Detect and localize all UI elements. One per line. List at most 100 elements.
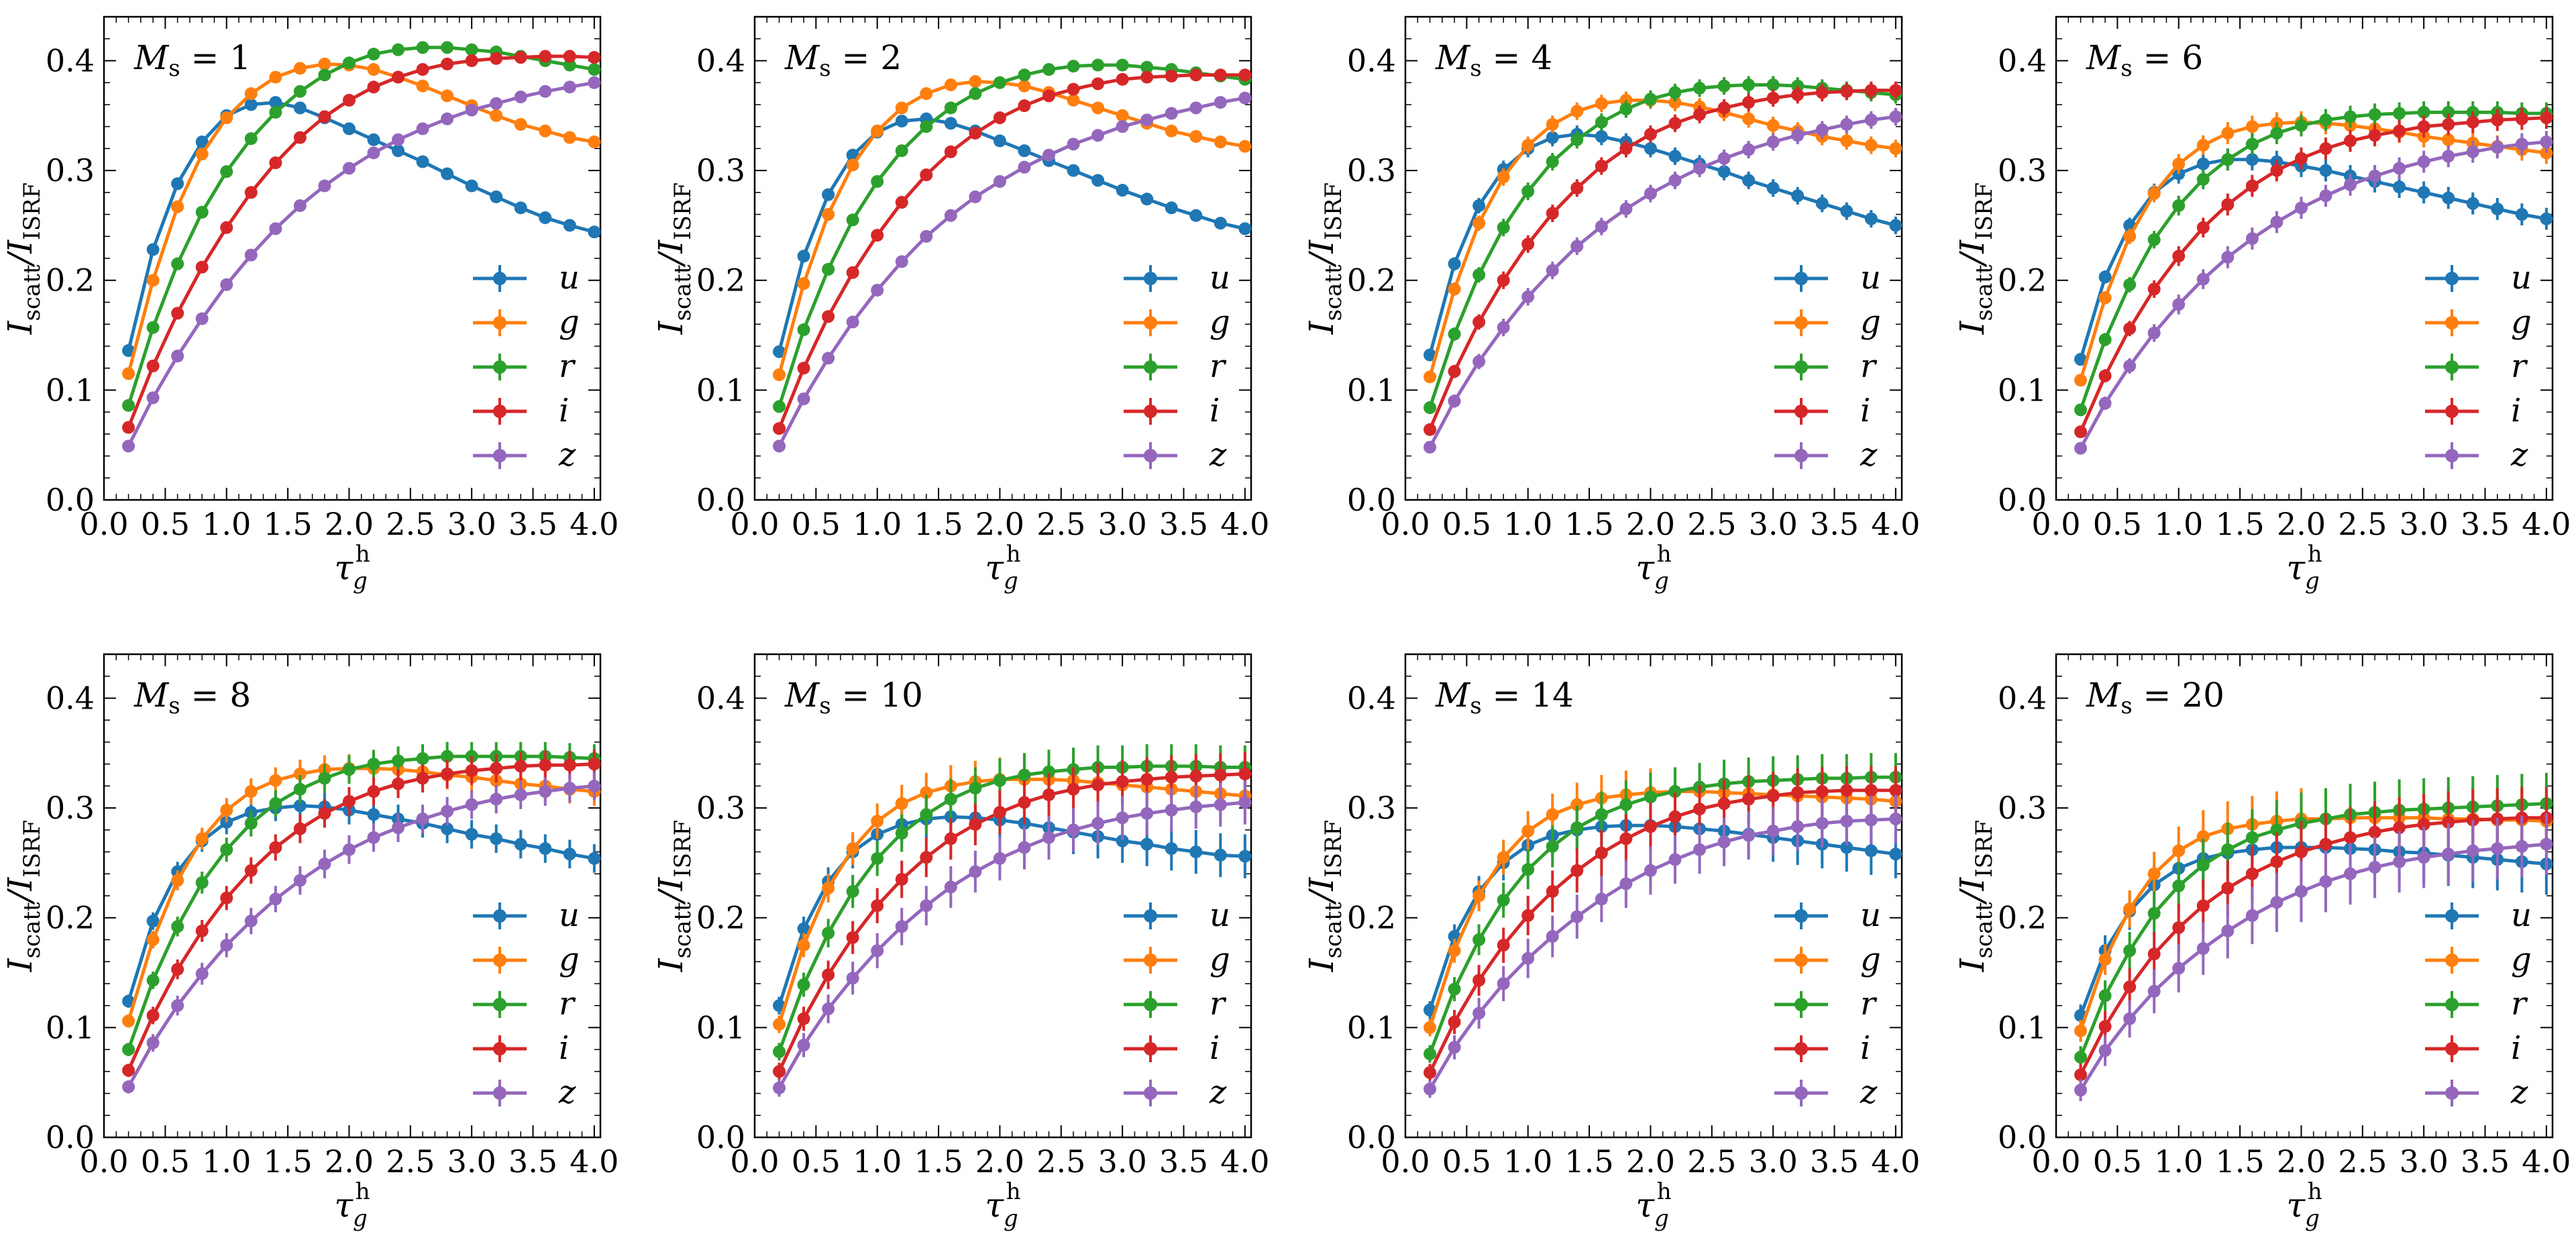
legend-marker-r xyxy=(493,998,506,1011)
legend-label-u: u xyxy=(1860,896,1881,934)
legend-marker-i xyxy=(1794,1042,1808,1055)
data-point-z xyxy=(1791,129,1805,142)
y-tick-label: 0.0 xyxy=(46,1119,95,1155)
data-point-i xyxy=(1889,784,1902,797)
data-point-r xyxy=(2368,108,2381,121)
data-point-z xyxy=(1619,202,1633,215)
y-tick-label: 0.1 xyxy=(1347,372,1396,408)
data-point-r xyxy=(2172,199,2186,212)
legend-label-g: g xyxy=(2511,303,2532,341)
y-tick-label: 0.2 xyxy=(1998,900,2047,936)
data-point-i xyxy=(1595,160,1608,173)
data-point-g xyxy=(122,367,136,380)
data-point-z xyxy=(1570,910,1584,923)
data-point-z xyxy=(1570,240,1584,253)
data-point-u xyxy=(2393,180,2406,194)
data-point-z xyxy=(195,967,209,980)
data-point-r xyxy=(2147,233,2161,246)
data-point-i xyxy=(146,359,160,372)
legend-marker-g xyxy=(1144,316,1157,329)
data-point-z xyxy=(2098,1044,2112,1058)
data-point-i xyxy=(2344,831,2357,844)
data-point-u xyxy=(171,177,184,191)
data-point-r xyxy=(1570,133,1584,146)
legend-label-z: z xyxy=(2510,1074,2528,1111)
data-point-i xyxy=(920,168,933,182)
data-point-z xyxy=(146,391,160,405)
data-point-i xyxy=(2245,867,2259,880)
legend-label-g: g xyxy=(559,941,580,978)
data-point-r xyxy=(993,774,1006,787)
data-point-i xyxy=(1091,778,1105,792)
data-point-i xyxy=(822,968,835,982)
x-tick-label: 1.5 xyxy=(914,506,963,542)
data-point-z xyxy=(2515,138,2528,151)
data-point-z xyxy=(465,798,478,811)
data-point-i xyxy=(1791,786,1805,799)
data-point-i xyxy=(2098,1020,2112,1033)
data-point-z xyxy=(2417,155,2430,168)
data-point-i xyxy=(993,111,1006,125)
panel-ms-10: 0.0 0.5 1.0 1.5 2.0 2.5 3.0 3.5 4.0 0.0 0.1 0.2 0.3 0… xyxy=(651,653,1269,1232)
legend-marker-g xyxy=(493,316,506,329)
data-point-u xyxy=(122,344,136,357)
data-point-i xyxy=(2147,947,2161,961)
data-point-r xyxy=(392,43,405,56)
data-point-i xyxy=(2196,899,2210,913)
data-point-z xyxy=(1546,930,1559,943)
data-point-z xyxy=(171,999,184,1013)
data-point-u xyxy=(563,847,576,861)
data-point-g xyxy=(293,767,307,780)
panel-ms-4: 0.0 0.5 1.0 1.5 2.0 2.5 3.0 3.5 4.0 0.0 0.1 0.2 0.3 0… xyxy=(1302,15,1920,595)
data-point-i xyxy=(2319,837,2332,851)
x-tick-label: 1.5 xyxy=(914,1143,963,1180)
data-point-g xyxy=(773,368,786,381)
x-tick-label: 4.0 xyxy=(1871,506,1920,542)
legend-marker-z xyxy=(1794,449,1808,462)
series-z xyxy=(773,780,1252,1097)
x-tick-label: 1.0 xyxy=(202,1143,251,1180)
data-point-z xyxy=(993,174,1006,188)
data-point-i xyxy=(2172,921,2186,934)
data-point-z xyxy=(2368,169,2381,183)
data-point-u xyxy=(1815,197,1829,210)
data-point-r xyxy=(2172,879,2186,892)
data-point-i xyxy=(465,764,478,777)
y-tick-label: 0.1 xyxy=(696,372,745,408)
data-point-i xyxy=(1766,789,1780,803)
x-tick-label: 3.0 xyxy=(447,506,496,542)
legend-marker-z xyxy=(2445,1086,2459,1100)
data-point-u xyxy=(441,822,454,835)
legend-marker-u xyxy=(493,272,506,285)
x-tick-label: 0.0 xyxy=(1381,506,1430,542)
x-tick-label: 0.0 xyxy=(79,506,128,542)
data-point-g xyxy=(1472,889,1486,902)
data-point-g xyxy=(2123,229,2137,243)
series-g xyxy=(773,757,1252,1033)
legend-label-r: r xyxy=(1860,348,1878,385)
data-point-r xyxy=(1546,839,1559,853)
data-point-i xyxy=(1693,108,1707,121)
legend-marker-u xyxy=(1144,272,1157,285)
data-point-g xyxy=(146,933,160,946)
legend-label-i: i xyxy=(1860,1029,1870,1067)
data-point-u xyxy=(1472,199,1486,212)
data-point-i xyxy=(1497,274,1510,287)
data-point-r xyxy=(293,782,307,796)
y-axis-label: Iscatt/IISRF xyxy=(1953,820,1998,972)
data-point-r xyxy=(1668,785,1682,798)
legend-label-z: z xyxy=(1209,1074,1227,1111)
data-point-u xyxy=(1424,348,1437,362)
data-point-i xyxy=(1165,69,1178,83)
plot-frame xyxy=(753,15,1252,501)
data-point-i xyxy=(2393,821,2406,835)
data-point-u xyxy=(2319,164,2332,177)
data-point-z xyxy=(2172,962,2186,975)
legend-label-r: r xyxy=(559,985,576,1023)
data-point-g xyxy=(1766,119,1780,132)
data-point-i xyxy=(318,807,331,820)
data-point-g xyxy=(1424,370,1437,384)
data-point-r xyxy=(293,85,307,98)
